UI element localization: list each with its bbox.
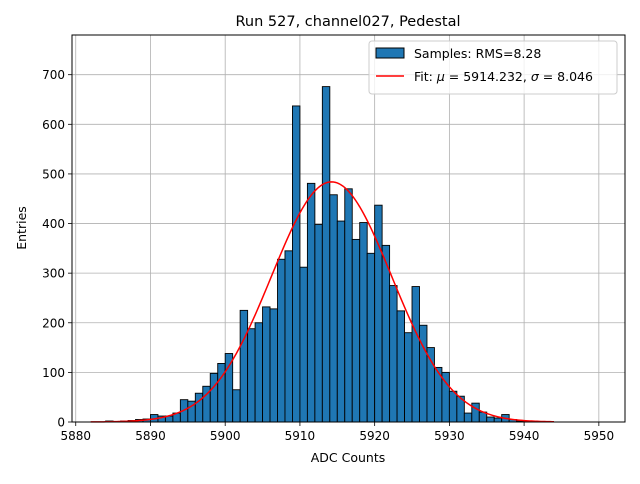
y-tick-label: 0: [57, 416, 65, 430]
x-tick-label: 5930: [434, 429, 465, 443]
x-tick-label: 5940: [509, 429, 540, 443]
chart-title: Run 527, channel027, Pedestal: [235, 14, 460, 30]
legend: Samples: RMS=8.28 Fit: μ = 5914.232, σ =…: [369, 41, 617, 94]
histogram-bar: [330, 195, 337, 422]
y-tick-label: 200: [42, 316, 65, 330]
histogram-bar: [352, 239, 359, 422]
legend-fit-label: Fit: μ = 5914.232, σ = 8.046: [414, 69, 593, 84]
y-tick-label: 300: [42, 267, 65, 281]
histogram-bar: [390, 286, 397, 422]
histogram-bar: [233, 390, 240, 422]
histogram-bar: [494, 418, 501, 422]
histogram-bar: [345, 189, 352, 422]
histogram-bar: [307, 183, 314, 422]
x-tick-label: 5900: [210, 429, 241, 443]
histogram-bar: [337, 221, 344, 422]
legend-histogram-swatch: [376, 48, 404, 58]
y-tick-label: 600: [42, 118, 65, 132]
x-tick-label: 5910: [285, 429, 316, 443]
histogram-bar: [367, 253, 374, 422]
y-axis-label: Entries: [14, 206, 29, 250]
histogram-bar: [210, 373, 217, 422]
histogram-bar: [300, 267, 307, 422]
histogram-bar: [412, 287, 419, 422]
histogram-bar: [270, 309, 277, 422]
histogram-bar: [225, 354, 232, 422]
x-tick-label: 5950: [584, 429, 615, 443]
histogram-bar: [464, 413, 471, 422]
x-tick-label: 5880: [60, 429, 91, 443]
histogram-bar: [397, 311, 404, 422]
histogram-bar: [248, 329, 255, 422]
histogram-bar: [405, 333, 412, 422]
histogram-bar: [449, 391, 456, 422]
y-tick-label: 400: [42, 217, 65, 231]
histogram-bar: [195, 393, 202, 422]
histogram-bar: [360, 223, 367, 422]
x-axis-label: ADC Counts: [311, 450, 386, 465]
histogram-bar: [263, 307, 270, 422]
histogram-bar: [255, 323, 262, 422]
histogram-bar: [382, 245, 389, 422]
histogram-bar: [285, 251, 292, 422]
y-tick-label: 500: [42, 167, 65, 181]
legend-histogram-label: Samples: RMS=8.28: [414, 46, 541, 61]
y-tick-label: 700: [42, 68, 65, 82]
histogram-bar: [419, 325, 426, 422]
histogram-bar: [472, 403, 479, 422]
histogram-bar: [487, 417, 494, 422]
histogram-bar: [322, 87, 329, 422]
histogram-bar: [292, 106, 299, 422]
y-tick-label: 100: [42, 366, 65, 380]
histogram-bar: [278, 259, 285, 422]
histogram-bar: [240, 310, 247, 422]
x-tick-label: 5890: [135, 429, 166, 443]
histogram-bar: [315, 225, 322, 422]
x-tick-label: 5920: [359, 429, 390, 443]
histogram-bar: [427, 348, 434, 422]
